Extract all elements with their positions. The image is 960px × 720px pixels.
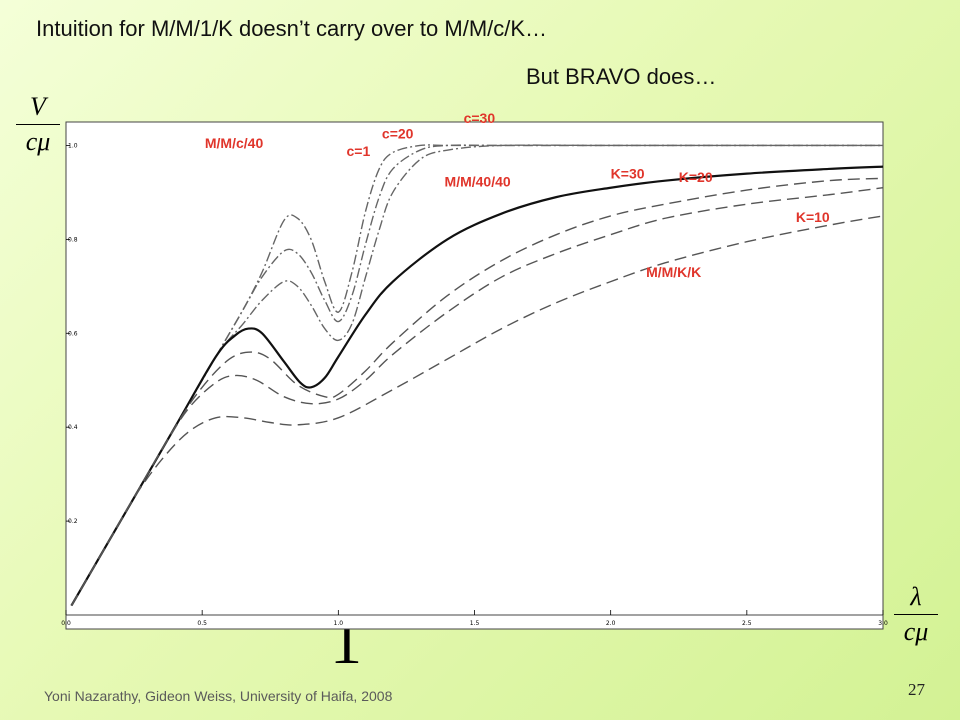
y-axis-symbol-numerator: V [30, 92, 46, 121]
x-tick-label: 2.5 [742, 620, 752, 627]
page-number: 27 [908, 680, 925, 699]
x-axis-symbol: λ cμ [894, 582, 938, 647]
y-axis-symbol: V cμ [16, 92, 60, 157]
y-axis-symbol-denominator: cμ [25, 127, 51, 156]
series-line-c-1 [70, 144, 884, 606]
series-line-c-20 [70, 144, 884, 606]
x-tick-label: 2.0 [606, 620, 616, 627]
plot-area [65, 121, 884, 616]
x-tick-label: 1.0 [334, 620, 344, 627]
x-axis-symbol-numerator: λ [910, 582, 922, 611]
annotation-label: c=20 [382, 125, 414, 141]
y-tick-label: 1.0 [68, 142, 78, 149]
footer-credit: Yoni Nazarathy, Gideon Weiss, University… [44, 688, 393, 704]
y-axis-symbol-bar [16, 124, 60, 125]
annotation-label: c=1 [347, 143, 371, 159]
annotation-label: K=20 [679, 169, 713, 185]
annotation-label: M/M/K/K [646, 264, 701, 280]
series-line-k-30 [70, 177, 884, 606]
series-line-m-m-40-40 [70, 165, 884, 607]
x-axis-symbol-bar [894, 614, 938, 615]
series-line-c-30 [70, 144, 884, 606]
y-tick-label: 0.2 [68, 518, 78, 525]
x-tick-label: 0.0 [61, 620, 71, 627]
x-tick-label: 1.5 [470, 620, 480, 627]
annotation-label: M/M/40/40 [445, 173, 511, 189]
y-tick-label: 0.6 [68, 330, 78, 337]
annotation-label: c=30 [464, 110, 496, 126]
x-tick-label: 3.0 [878, 620, 888, 627]
slide-title: Intuition for M/M/1/K doesn’t carry over… [36, 16, 548, 41]
slide-subtitle: But BRAVO does… [526, 64, 717, 89]
annotation-label: M/M/c/40 [205, 135, 264, 151]
annotation-label: K=30 [611, 165, 645, 181]
y-tick-label: 0.4 [68, 424, 78, 431]
x-tick-label: 0.5 [197, 620, 207, 627]
x-axis-symbol-denominator: cμ [903, 617, 929, 646]
y-tick-label: 0.8 [68, 236, 78, 243]
series-line-k-10 [70, 215, 884, 606]
series-line-k-20 [70, 187, 884, 606]
annotation-label: K=10 [796, 209, 830, 225]
